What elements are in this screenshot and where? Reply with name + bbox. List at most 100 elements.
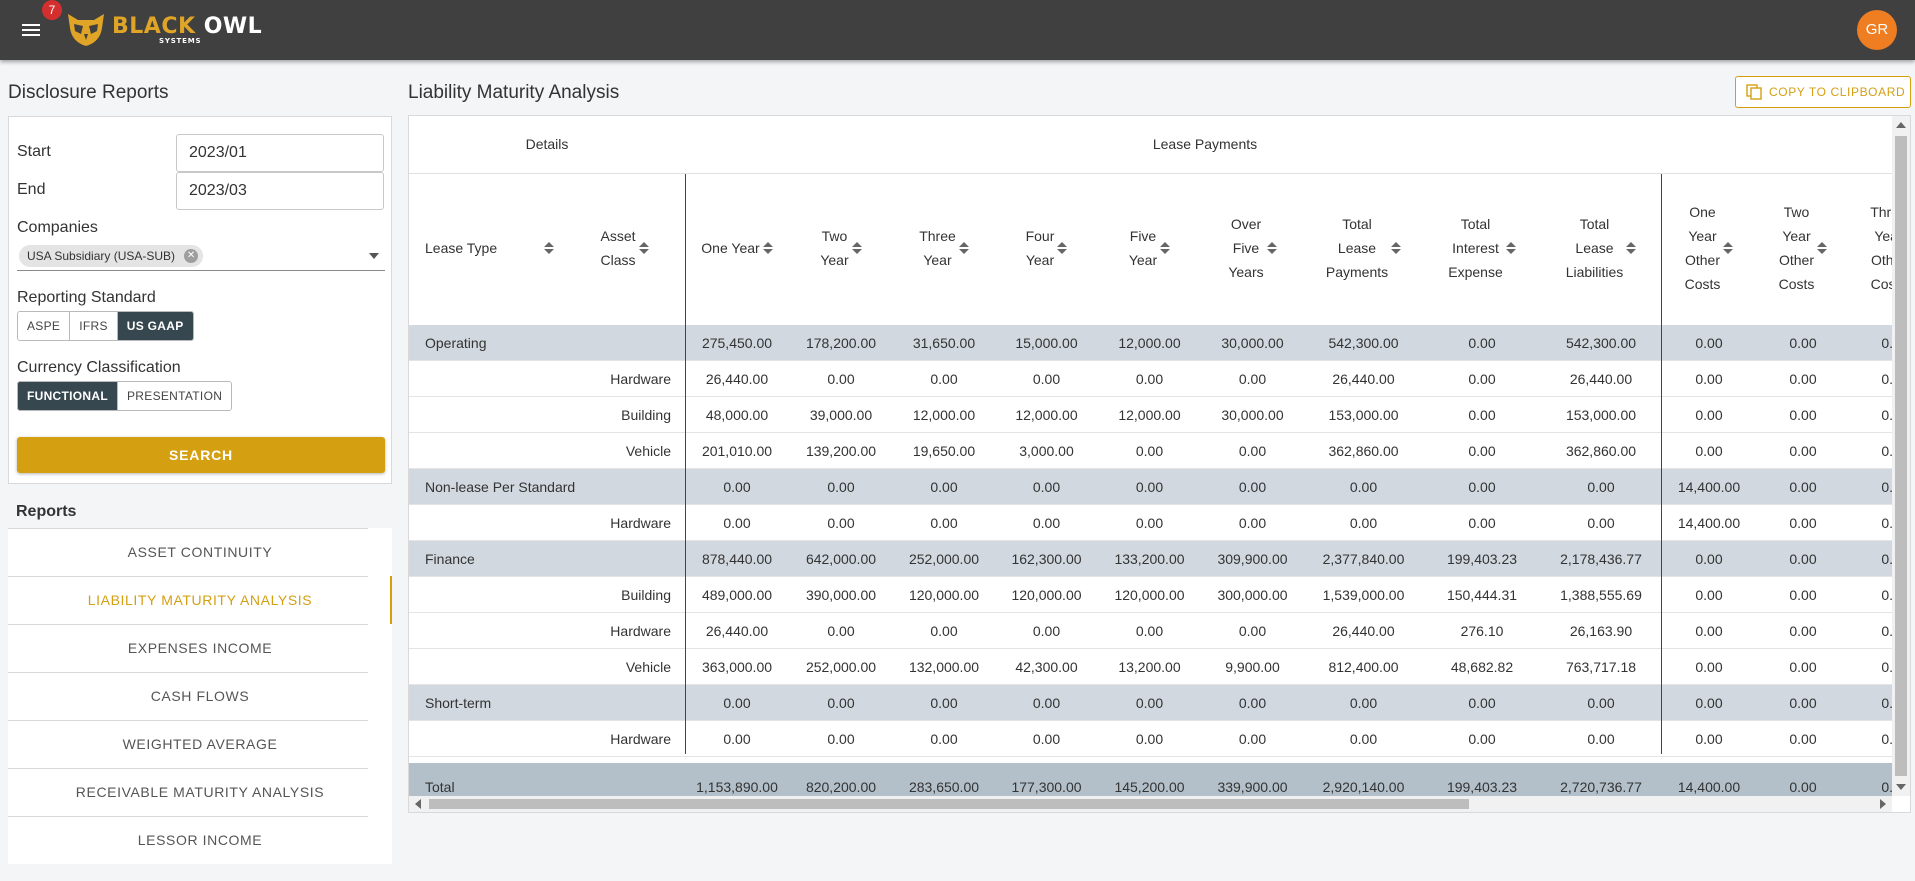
- report-asset-continuity[interactable]: ASSET CONTINUITY: [8, 528, 392, 576]
- black-owl-logo[interactable]: BLACK OWL SYSTEMS: [66, 8, 262, 52]
- end-date-input[interactable]: 2023/03: [176, 172, 384, 210]
- column-header-label: Total Interest Expense: [1448, 216, 1503, 280]
- search-button[interactable]: SEARCH: [17, 437, 385, 473]
- value-cell-total-interest-expense: 0.00: [1468, 479, 1496, 495]
- sort-icon[interactable]: [1391, 240, 1402, 256]
- notification-badge[interactable]: 7: [42, 0, 62, 20]
- asset-class-cell: Building: [621, 407, 671, 423]
- chevron-down-icon[interactable]: [369, 253, 379, 259]
- column-header-over-five-years[interactable]: Over Five Years: [1201, 174, 1304, 322]
- value-cell-two-year-other-costs: 0.00: [1789, 371, 1817, 387]
- value-cell-one-year-other-costs: 0.00: [1695, 587, 1723, 603]
- scroll-right-icon[interactable]: [1880, 799, 1886, 809]
- value-cell-one-year-other-costs: 14,400.00: [1677, 479, 1741, 495]
- total-row: Total 1,153,890.00 820,200.00 283,650.00 177…: [409, 763, 1892, 796]
- value-cell-five-year: 133,200.00: [1114, 551, 1185, 567]
- column-header-two-year[interactable]: Two Year: [789, 174, 893, 322]
- value-cell-two-year-other-costs: 0.00: [1789, 515, 1817, 531]
- column-header-label: Lease Type: [425, 240, 498, 256]
- value-cell-five-year: 120,000.00: [1114, 587, 1185, 603]
- value-cell-total-lease-liabilities: 26,440.00: [1569, 371, 1633, 387]
- report-cash-flows[interactable]: CASH FLOWS: [8, 672, 392, 720]
- value-cell-total-lease-liabilities: 1,388,555.69: [1560, 587, 1642, 603]
- value-cell-two-year: 0.00: [827, 623, 855, 639]
- currency-functional-button[interactable]: FUNCTIONAL: [18, 382, 118, 410]
- copy-to-clipboard-button[interactable]: COPY TO CLIPBOARD: [1735, 76, 1911, 108]
- sort-icon[interactable]: [1626, 240, 1637, 256]
- company-chip-label: USA Subsidiary (USA-SUB): [27, 249, 176, 263]
- column-header-lease-type[interactable]: Lease Type: [409, 174, 564, 322]
- value-cell-three-year-other-costs: 0.00: [1881, 779, 1892, 795]
- standard-aspe-button[interactable]: ASPE: [18, 312, 71, 340]
- lease-type-cell: Total: [425, 779, 455, 795]
- companies-select[interactable]: USA Subsidiary (USA-SUB) ✕: [17, 241, 385, 271]
- report-expenses-income[interactable]: EXPENSES INCOME: [8, 624, 392, 672]
- value-cell-total-interest-expense: 0.00: [1468, 731, 1496, 747]
- user-avatar[interactable]: GR: [1857, 10, 1897, 50]
- sort-icon[interactable]: [851, 240, 862, 256]
- column-header-three-year-other-costs[interactable]: Three Year Other Costs: [1849, 174, 1892, 322]
- sort-icon[interactable]: [1505, 240, 1516, 256]
- asset-class-cell: Building: [621, 587, 671, 603]
- sort-icon[interactable]: [1057, 240, 1068, 256]
- column-header-total-lease-payments[interactable]: Total Lease Payments: [1304, 174, 1423, 322]
- value-cell-over-five-years: 0.00: [1238, 371, 1267, 387]
- report-liability-maturity-analysis[interactable]: LIABILITY MATURITY ANALYSIS: [8, 576, 392, 624]
- standard-us-gaap-button[interactable]: US GAAP: [117, 312, 193, 340]
- value-cell-three-year: 0.00: [930, 731, 958, 747]
- value-cell-one-year: 275,450.00: [701, 335, 773, 351]
- standard-ifrs-button[interactable]: IFRS: [70, 312, 118, 340]
- sort-icon[interactable]: [1723, 240, 1734, 256]
- value-cell-total-interest-expense: 0.00: [1468, 335, 1496, 351]
- sort-icon[interactable]: [544, 240, 554, 256]
- value-cell-total-lease-payments: 26,440.00: [1332, 371, 1395, 387]
- horizontal-scrollbar[interactable]: [409, 796, 1892, 812]
- value-cell-two-year: 642,000.00: [805, 551, 877, 567]
- sort-icon[interactable]: [762, 240, 773, 256]
- sort-icon[interactable]: [1266, 240, 1277, 256]
- sort-icon[interactable]: [638, 240, 649, 256]
- other-costs-separator: [1661, 174, 1662, 754]
- lease-payments-group-header: Lease Payments: [1152, 136, 1258, 152]
- value-cell-over-five-years: 0.00: [1238, 731, 1267, 747]
- currency-presentation-button[interactable]: PRESENTATION: [118, 382, 232, 410]
- horizontal-scroll-thumb[interactable]: [429, 799, 1469, 809]
- column-header-three-year[interactable]: Three Year: [893, 174, 995, 322]
- value-cell-total-interest-expense: 0.00: [1468, 695, 1496, 711]
- column-header-two-year-other-costs[interactable]: Two Year Other Costs: [1757, 174, 1849, 322]
- column-header-one-year-other-costs[interactable]: One Year Other Costs: [1661, 174, 1757, 322]
- column-header-total-interest-expense[interactable]: Total Interest Expense: [1423, 174, 1541, 322]
- scroll-up-icon[interactable]: [1896, 122, 1906, 128]
- vertical-scrollbar[interactable]: [1892, 116, 1910, 796]
- sort-icon[interactable]: [1817, 240, 1828, 256]
- value-cell-three-year-other-costs: 0.00: [1881, 515, 1892, 531]
- asset-class-cell: [564, 325, 685, 361]
- column-header-five-year[interactable]: Five Year: [1098, 174, 1201, 322]
- value-cell-total-interest-expense: 0.00: [1468, 515, 1496, 531]
- value-cell-total-lease-payments: 2,377,840.00: [1322, 551, 1405, 567]
- value-cell-five-year: 0.00: [1135, 479, 1164, 495]
- report-receivable-maturity-analysis[interactable]: RECEIVABLE MATURITY ANALYSIS: [8, 768, 392, 816]
- menu-icon[interactable]: [18, 16, 46, 44]
- asset-class-cell: Hardware: [610, 731, 671, 747]
- scroll-down-icon[interactable]: [1896, 784, 1906, 790]
- column-header-asset-class[interactable]: Asset Class: [564, 174, 685, 322]
- sort-icon[interactable]: [958, 240, 969, 256]
- sort-icon[interactable]: [1160, 240, 1171, 256]
- asset-class-cell: Vehicle: [625, 659, 671, 675]
- start-label: Start: [17, 143, 51, 160]
- vertical-scroll-thumb[interactable]: [1895, 136, 1907, 776]
- column-header-one-year[interactable]: One Year: [685, 174, 789, 322]
- remove-chip-icon[interactable]: ✕: [184, 249, 199, 263]
- scroll-left-icon[interactable]: [415, 799, 421, 809]
- column-header-four-year[interactable]: Four Year: [995, 174, 1098, 322]
- value-cell-four-year: 0.00: [1032, 731, 1061, 747]
- table-row: Hardware 26,440.00 0.00 0.00 0.00 0.00 0.00 26,…: [409, 361, 1892, 397]
- report-weighted-average[interactable]: WEIGHTED AVERAGE: [8, 720, 392, 768]
- value-cell-one-year-other-costs: 0.00: [1695, 659, 1723, 675]
- start-date-input[interactable]: 2023/01: [176, 134, 384, 172]
- value-cell-three-year-other-costs: 0.00: [1881, 731, 1892, 747]
- column-header-total-lease-liabilities[interactable]: Total Lease Liabilities: [1541, 174, 1661, 322]
- report-lessor-income[interactable]: LESSOR INCOME: [8, 816, 392, 864]
- value-cell-five-year: 0.00: [1135, 695, 1164, 711]
